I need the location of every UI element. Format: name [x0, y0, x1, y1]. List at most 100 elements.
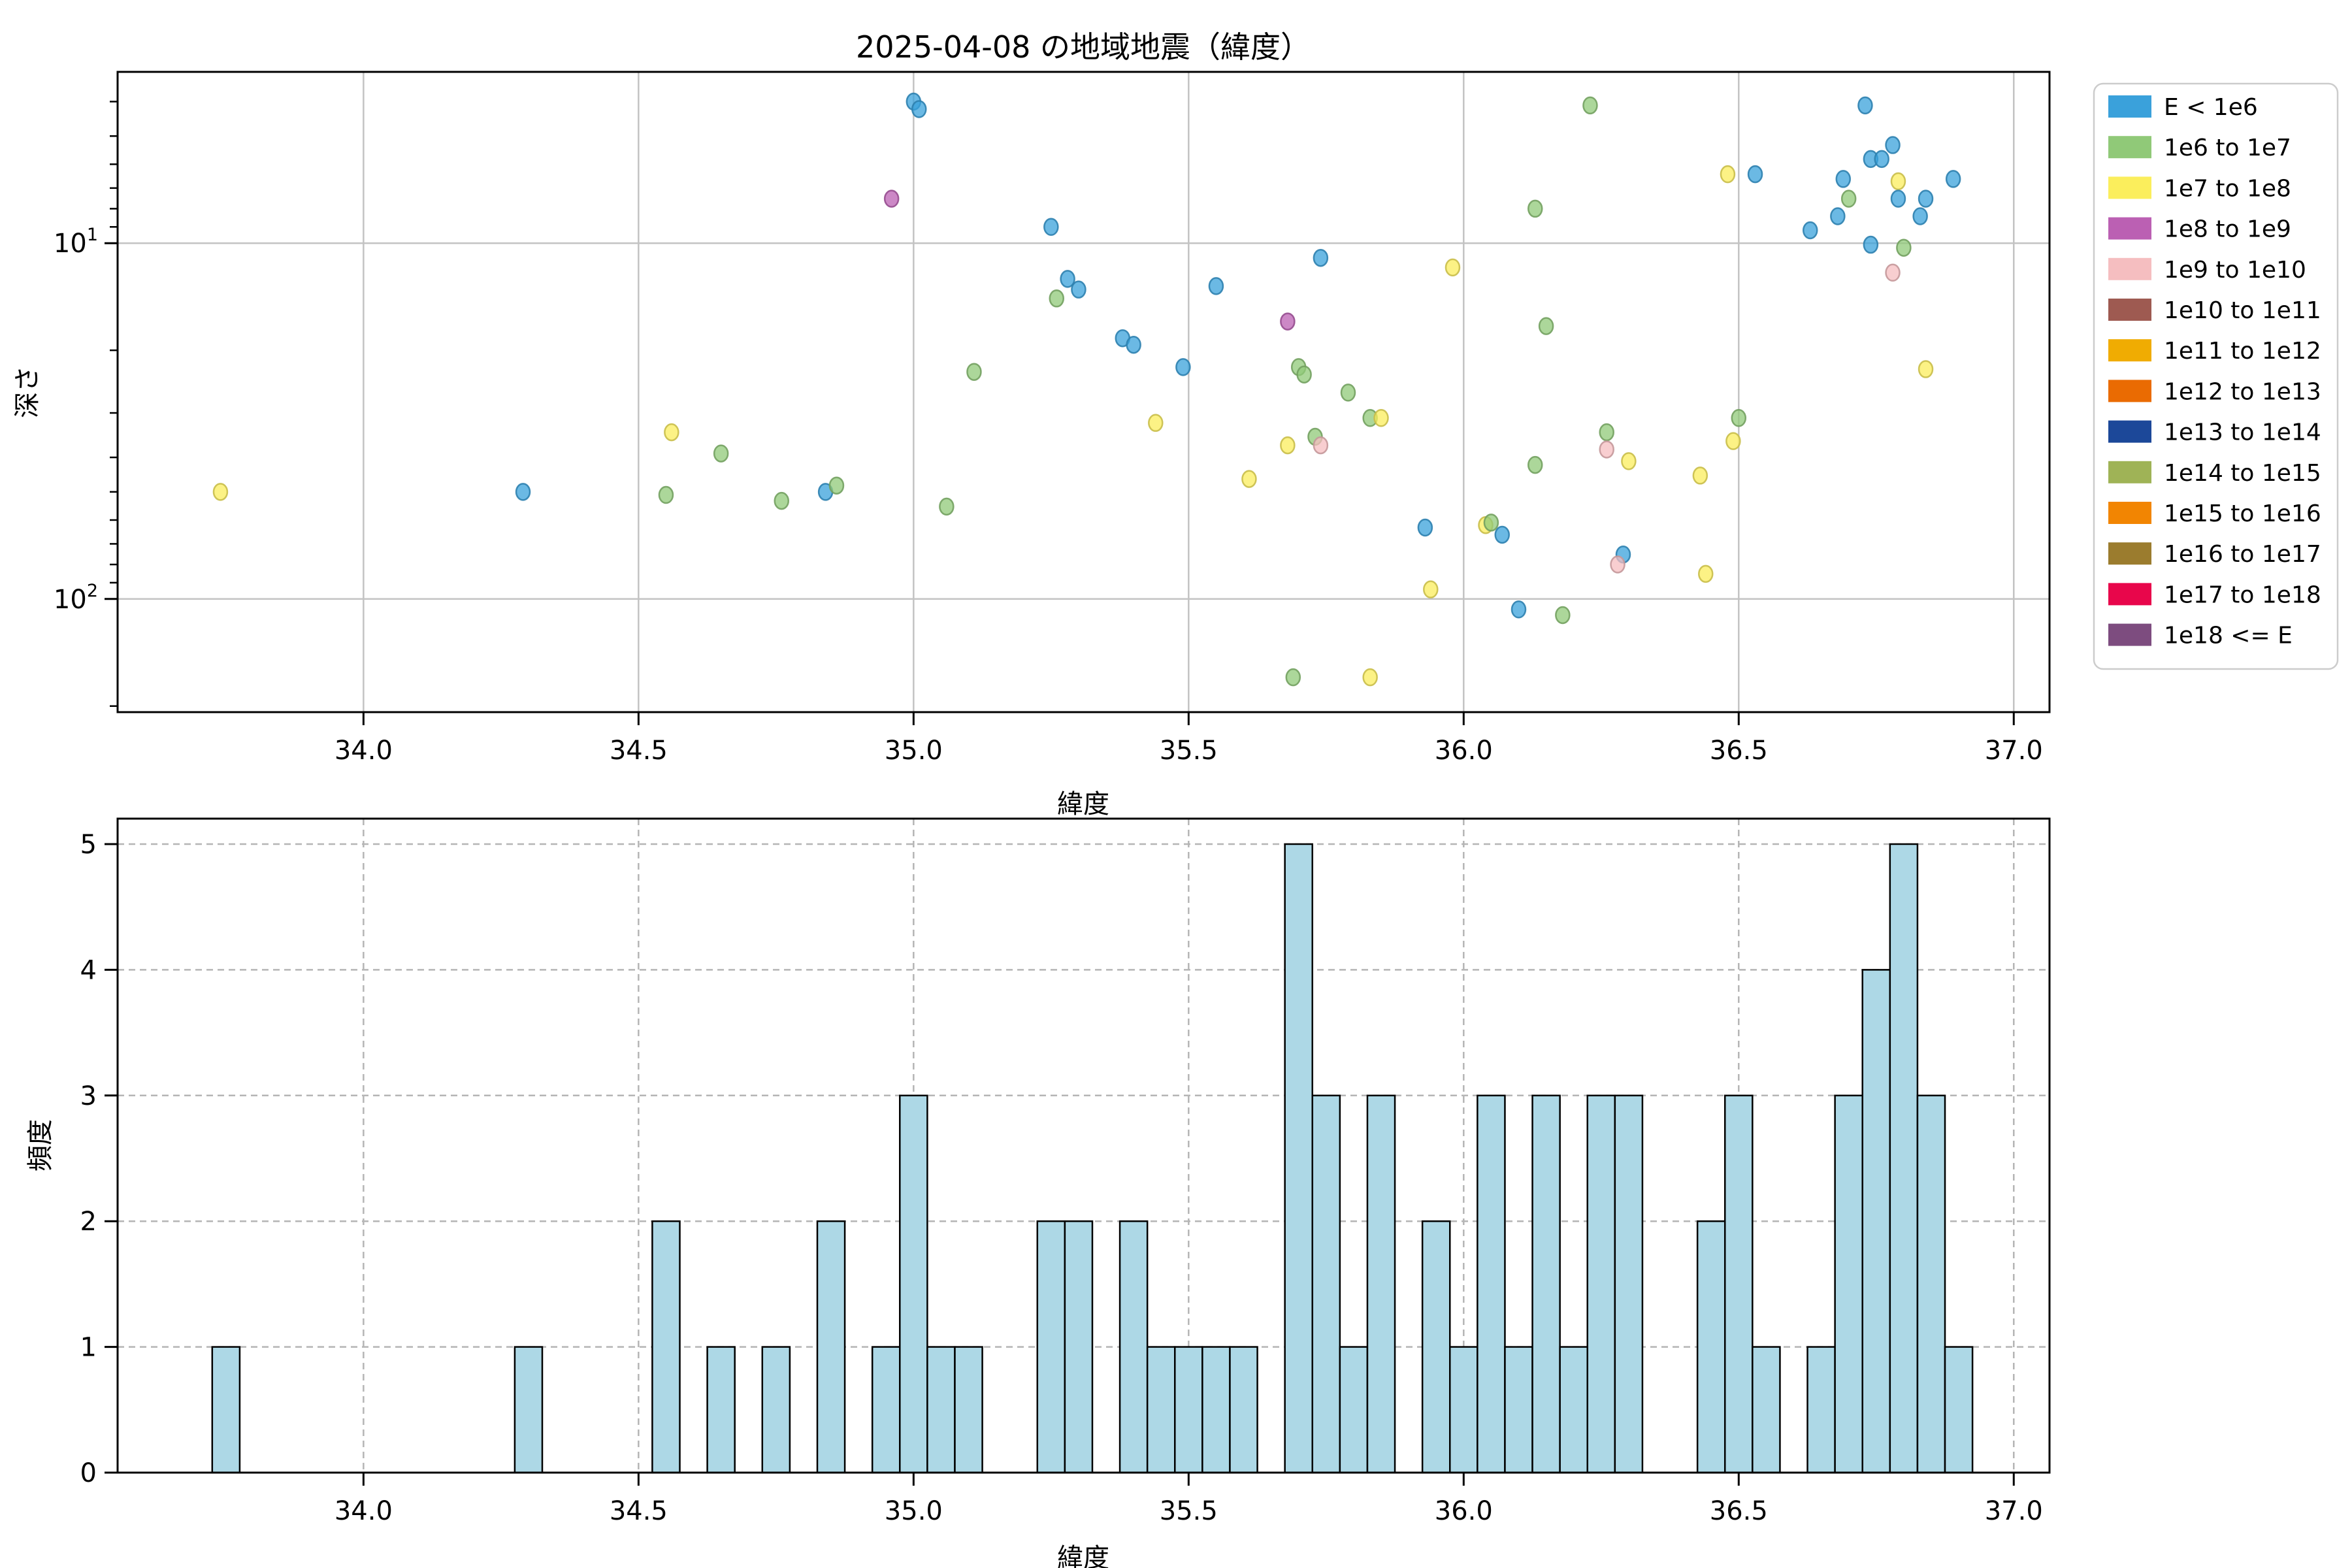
scatter-point	[664, 423, 679, 442]
scatter-point	[966, 363, 982, 381]
scatter-point	[1802, 221, 1818, 240]
scatter-point	[1538, 317, 1554, 335]
scatter-point	[1527, 455, 1543, 474]
histogram-bar	[761, 1346, 791, 1474]
scatter-point	[1175, 358, 1191, 376]
histogram-bar	[899, 1094, 928, 1474]
scatter-point	[1725, 432, 1741, 450]
x-tick-label: 35.5	[1160, 1496, 1218, 1526]
histogram-bar	[1889, 843, 1919, 1474]
histogram-bar	[1834, 1094, 1863, 1474]
scatter-point	[1280, 436, 1296, 455]
scatter-point	[1835, 170, 1852, 188]
histogram-bar	[1339, 1346, 1369, 1474]
histogram-bar	[1586, 1094, 1616, 1474]
scatter-point	[1918, 189, 1934, 208]
scatter-point	[515, 483, 531, 501]
y-tick-label: 5	[80, 830, 97, 860]
histogram-bar	[1614, 1094, 1644, 1474]
scatter-point	[883, 189, 900, 208]
scatter-point	[1698, 564, 1714, 583]
histogram-bar	[954, 1346, 983, 1474]
axis-spine	[116, 71, 2051, 713]
chart-title: 2025-04-08 の地域地震（緯度）	[856, 29, 1311, 65]
scatter-point	[1912, 207, 1928, 225]
histogram-x-axis-label: 緯度	[1057, 1543, 1109, 1568]
x-tick-label: 34.0	[335, 1496, 393, 1526]
scatter-point	[1417, 518, 1433, 537]
scatter-point	[1582, 96, 1598, 115]
histogram-axes: 34.0 34.5 35.0 35.5 36.0 36.5 37.0 0 1 2 3 4 5	[80, 817, 2051, 1526]
scatter-point	[939, 497, 955, 516]
legend-swatch	[2108, 217, 2151, 240]
scatter-point	[1857, 96, 1873, 115]
scatter-point	[1890, 172, 1906, 191]
x-tick-label: 35.0	[885, 1496, 943, 1526]
legend-swatch	[2108, 583, 2151, 606]
legend-swatch	[2108, 299, 2151, 321]
y-tick-label: 3	[80, 1081, 97, 1111]
x-tick-label: 35.0	[885, 736, 943, 766]
scatter-point	[1362, 668, 1378, 687]
legend-label: 1e14 to 1e15	[2164, 460, 2321, 487]
scatter-point	[1720, 165, 1736, 184]
x-tick-label: 36.5	[1710, 736, 1768, 766]
scatter-point	[1885, 136, 1901, 154]
scatter-point	[1874, 150, 1889, 169]
histogram-bar	[1916, 1094, 1946, 1474]
histogram-bar	[1531, 1094, 1561, 1474]
legend-label: 1e13 to 1e14	[2164, 419, 2321, 446]
histogram-bar	[1146, 1346, 1176, 1474]
scatter-point	[1313, 248, 1329, 267]
legend-label: 1e17 to 1e18	[2164, 581, 2321, 608]
histogram-bar	[871, 1346, 901, 1474]
scatter-point	[828, 476, 845, 495]
scatter-point	[1610, 555, 1625, 574]
legend-entry: 1e6 to 1e7	[2108, 135, 2291, 161]
legend-entry: 1e16 to 1e17	[2108, 541, 2321, 568]
legend-entry: 1e18 <= E	[2108, 623, 2293, 649]
legend-label: 1e7 to 1e8	[2164, 175, 2291, 202]
scatter-point	[1840, 189, 1857, 208]
scatter-point	[1373, 409, 1389, 427]
legend-entry: 1e9 to 1e10	[2108, 257, 2306, 284]
legend-label: 1e12 to 1e13	[2164, 378, 2321, 405]
scatter-axes: 34.0 34.5 35.0 35.5 36.0 36.5 37.0 101 102	[54, 71, 2051, 766]
x-tick-label: 34.5	[610, 736, 668, 766]
y-tick-label: 101	[54, 225, 98, 259]
y-tick-label: 4	[80, 955, 97, 985]
histogram-bar	[1229, 1346, 1258, 1474]
scatter-point	[1241, 470, 1257, 488]
legend-entry: 1e14 to 1e15	[2108, 460, 2321, 487]
legend-label: 1e11 to 1e12	[2164, 338, 2321, 365]
histogram-bar	[1174, 1346, 1203, 1474]
axis-spine	[116, 817, 2051, 1474]
legend-entry: 1e12 to 1e13	[2108, 378, 2321, 405]
legend-entry: 1e15 to 1e16	[2108, 500, 2321, 527]
histogram-bar	[1752, 1346, 1781, 1474]
scatter-point	[1918, 360, 1934, 378]
histogram-bar	[1723, 1094, 1754, 1474]
scatter-point	[1863, 235, 1879, 254]
histogram-bar	[1449, 1346, 1478, 1474]
legend-swatch	[2108, 380, 2151, 402]
x-tick-label: 36.0	[1435, 736, 1493, 766]
legend-label: 1e8 to 1e9	[2164, 216, 2291, 243]
scatter-point	[1511, 600, 1527, 619]
scatter-point	[1445, 258, 1461, 277]
legend-swatch	[2108, 502, 2151, 524]
legend-label: 1e18 <= E	[2164, 623, 2293, 649]
legend-entry: E < 1e6	[2108, 94, 2258, 121]
scatter-y-axis-label: 深さ	[12, 366, 42, 418]
legend-label: 1e6 to 1e7	[2164, 135, 2291, 161]
scatter-point	[1148, 414, 1164, 433]
legend-entry: 1e17 to 1e18	[2108, 581, 2321, 608]
histogram-bar	[211, 1346, 241, 1474]
legend-entry: 1e11 to 1e12	[2108, 338, 2321, 365]
x-tick-label: 35.5	[1160, 736, 1218, 766]
legend-label: 1e9 to 1e10	[2164, 257, 2306, 284]
histogram-bar	[514, 1346, 544, 1474]
scatter-point	[1599, 440, 1614, 459]
legend: E < 1e6 1e6 to 1e7 1e7 to 1e8 1e8 to 1e9 1e9…	[2093, 82, 2339, 670]
